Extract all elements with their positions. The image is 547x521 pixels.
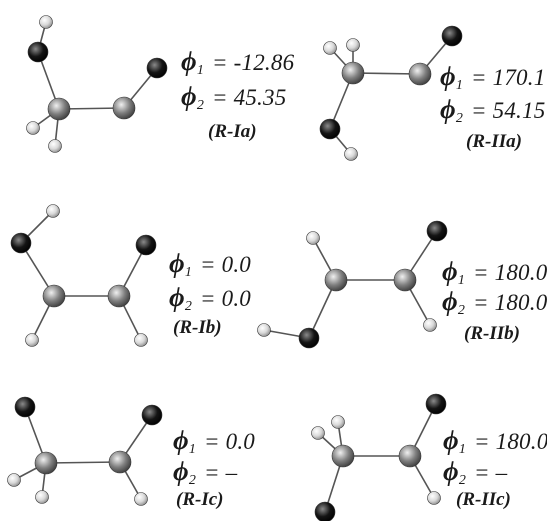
carbon-atom <box>399 445 421 467</box>
phi1-label-r-ic: ϕ1 = 0.0 <box>173 427 255 457</box>
hydrogen-atom <box>26 334 39 347</box>
hydrogen-atom <box>258 324 271 337</box>
oxygen-atom <box>315 502 335 521</box>
phi2-label-r-ic: ϕ2 = – <box>173 458 237 488</box>
hydrogen-atom <box>424 319 437 332</box>
phi1-label-r-ia: ϕ1 = -12.86 <box>181 48 294 78</box>
oxygen-atom <box>442 26 462 46</box>
hydrogen-atom <box>135 334 148 347</box>
hydrogen-atom <box>36 491 49 504</box>
oxygen-atom <box>427 221 447 241</box>
phi2-value-r-iib: = 180.0 <box>473 290 547 315</box>
carbon-atom <box>109 451 131 473</box>
phi2-value-r-iic: = – <box>474 460 507 485</box>
carbon-atom <box>394 269 416 291</box>
molecule-r-ia <box>27 16 168 153</box>
hydrogen-atom <box>345 148 358 161</box>
phi2-value-r-ia: = 45.35 <box>212 85 286 110</box>
molecule-r-ib <box>11 205 156 347</box>
phi2-label-r-iib: ϕ2 = 180.0 <box>442 288 547 318</box>
phi2-label-r-iic: ϕ2 = – <box>443 458 507 488</box>
hydrogen-atom <box>49 140 62 153</box>
hydrogen-atom <box>40 16 53 29</box>
oxygen-atom <box>142 405 162 425</box>
hydrogen-atom <box>47 205 60 218</box>
carbon-atom <box>325 269 347 291</box>
conformer-name-r-iic: (R-IIc) <box>456 490 511 509</box>
carbon-atom <box>332 445 354 467</box>
hydrogen-atom <box>428 492 441 505</box>
phi1-label-r-iic: ϕ1 = 180.0 <box>443 427 547 457</box>
carbon-atom <box>43 285 65 307</box>
conformer-name-r-iib: (R-IIb) <box>464 324 520 343</box>
oxygen-atom <box>11 233 31 253</box>
oxygen-atom <box>426 394 446 414</box>
carbon-atom <box>108 285 130 307</box>
carbon-atom <box>409 63 431 85</box>
carbon-atom <box>48 98 70 120</box>
hydrogen-atom <box>347 39 360 52</box>
conformer-name-r-ic: (R-Ic) <box>176 490 223 509</box>
phi2-label-r-ia: ϕ2 = 45.35 <box>181 83 286 113</box>
hydrogen-atom <box>312 427 325 440</box>
phi2-label-r-ib: ϕ2 = 0.0 <box>169 284 251 314</box>
oxygen-atom <box>28 42 48 62</box>
phi2-value-r-ic: = – <box>204 460 237 485</box>
oxygen-atom <box>147 58 167 78</box>
phi1-value-r-ib: = 0.0 <box>200 252 251 277</box>
carbon-atom <box>342 62 364 84</box>
phi1-value-r-iib: = 180.0 <box>473 260 547 285</box>
conformer-name-r-ia: (R-Ia) <box>208 122 257 141</box>
phi2-value-r-ib: = 0.0 <box>200 286 251 311</box>
phi1-label-r-iib: ϕ1 = 180.0 <box>442 258 547 288</box>
phi2-value-r-iia: = 54.15 <box>471 98 545 123</box>
hydrogen-atom <box>324 42 337 55</box>
oxygen-atom <box>15 397 35 417</box>
oxygen-atom <box>136 235 156 255</box>
oxygen-atom <box>299 328 319 348</box>
hydrogen-atom <box>307 232 320 245</box>
conformer-name-r-iia: (R-IIa) <box>466 132 522 151</box>
molecule-r-iib <box>258 221 448 348</box>
phi1-label-r-iia: ϕ1 = 170.1 <box>440 63 545 93</box>
phi1-label-r-ib: ϕ1 = 0.0 <box>169 250 251 280</box>
phi1-value-r-ic: = 0.0 <box>204 429 255 454</box>
phi1-value-r-iia: = 170.1 <box>471 65 545 90</box>
molecule-r-iic <box>312 394 447 521</box>
conformer-name-r-ib: (R-Ib) <box>173 318 222 337</box>
hydrogen-atom <box>135 493 148 506</box>
carbon-atom <box>35 452 57 474</box>
carbon-atom <box>113 97 135 119</box>
hydrogen-atom <box>8 474 21 487</box>
hydrogen-atom <box>27 122 40 135</box>
phi1-value-r-iic: = 180.0 <box>474 429 547 454</box>
molecule-r-ic <box>8 397 163 506</box>
hydrogen-atom <box>332 416 345 429</box>
phi1-value-r-ia: = -12.86 <box>212 50 294 75</box>
phi2-label-r-iia: ϕ2 = 54.15 <box>440 96 545 126</box>
oxygen-atom <box>320 119 340 139</box>
